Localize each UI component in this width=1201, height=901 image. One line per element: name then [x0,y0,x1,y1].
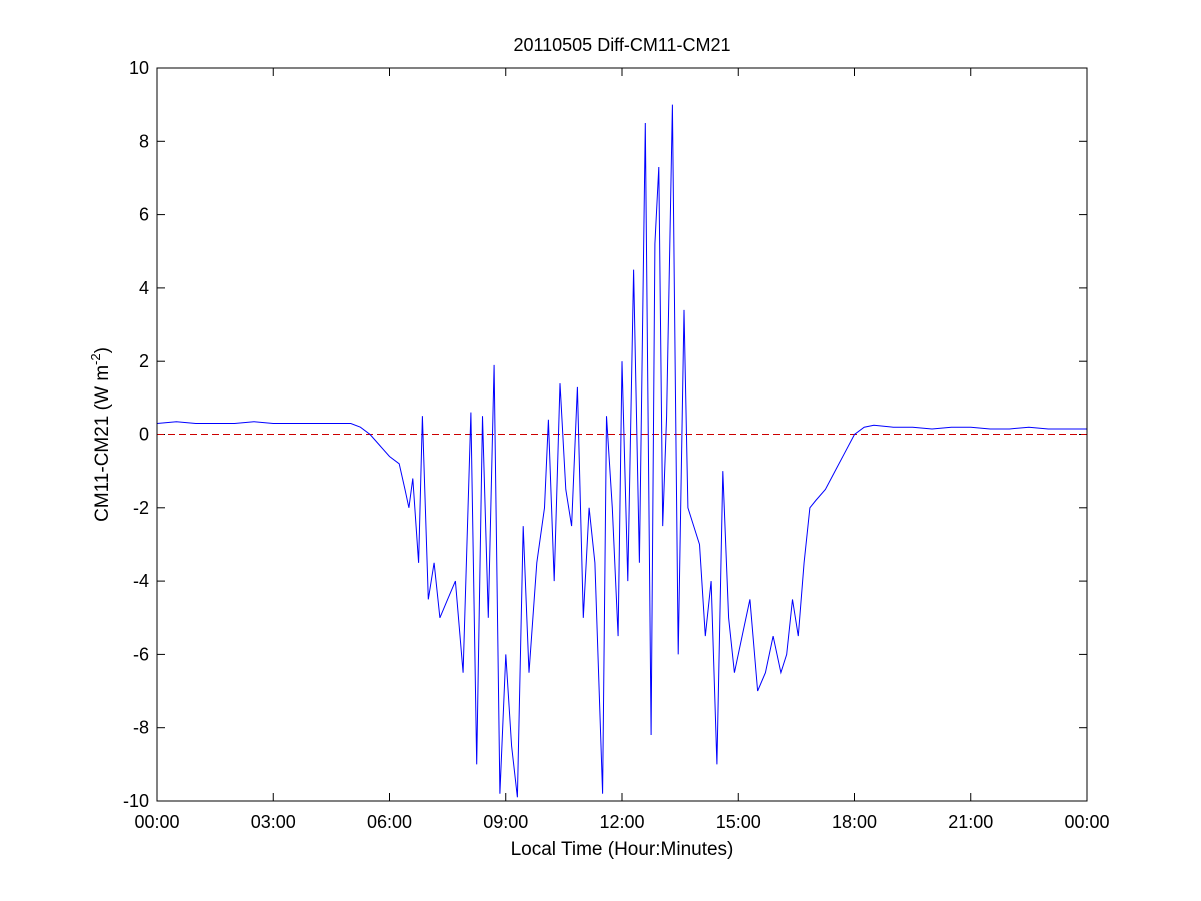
series-line [157,104,1087,798]
x-tick-label: 12:00 [599,812,644,832]
y-tick-label: -8 [133,718,149,738]
x-axis-label: Local Time (Hour:Minutes) [511,839,734,860]
y-tick-label: -6 [133,644,149,664]
chart-title: 20110505 Diff-CM11-CM21 [513,35,730,55]
y-tick-label: 10 [129,58,149,78]
y-tick-label: 2 [139,351,149,371]
y-axis-label-close: ) [92,347,113,353]
y-axis-label-main: CM11-CM21 (W m [92,365,113,522]
x-tick-label: 00:00 [134,812,179,832]
y-tick-label: 0 [139,425,149,445]
x-tick-label: 21:00 [948,812,993,832]
y-tick-label: -2 [133,498,149,518]
x-tick-label: 00:00 [1064,812,1109,832]
x-tick-label: 09:00 [483,812,528,832]
y-tick-label: 6 [139,205,149,225]
y-tick-label: -4 [133,571,149,591]
plot-content [157,104,1087,798]
y-tick-label: 4 [139,278,149,298]
y-axis-label-superscript: -2 [88,353,103,365]
x-tick-label: 18:00 [832,812,877,832]
x-tick-label: 03:00 [251,812,296,832]
y-axis-label: CM11-CM21 (W m-2) [88,347,113,522]
y-tick-label: 8 [139,131,149,151]
x-tick-label: 15:00 [716,812,761,832]
y-tick-label: -10 [123,791,149,811]
x-tick-label: 06:00 [367,812,412,832]
plot-frame [156,67,1088,802]
axis-ticks: 00:00 03:00 06:00 09:00 12:00 15:00 18:00 21:00… [123,58,1110,832]
